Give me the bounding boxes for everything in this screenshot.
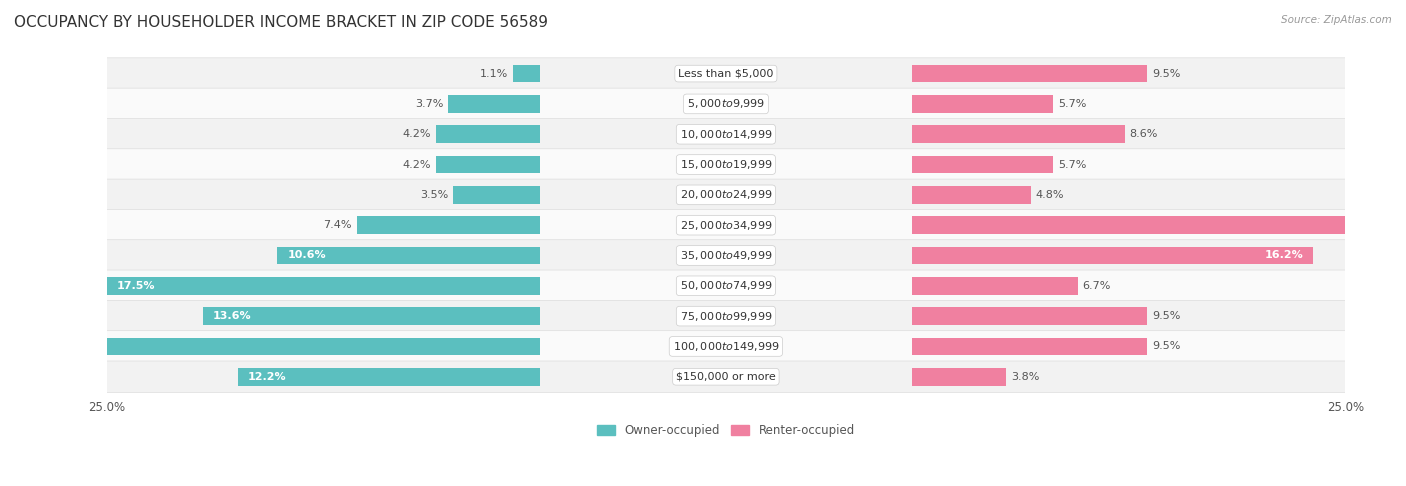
Text: 7.4%: 7.4% <box>323 220 352 230</box>
Text: $10,000 to $14,999: $10,000 to $14,999 <box>679 128 772 141</box>
Bar <box>911 186 1031 204</box>
Text: 6.7%: 6.7% <box>1083 281 1111 291</box>
Text: Source: ZipAtlas.com: Source: ZipAtlas.com <box>1281 15 1392 25</box>
Text: $20,000 to $24,999: $20,000 to $24,999 <box>679 189 772 201</box>
Text: 22.1%: 22.1% <box>3 342 41 351</box>
Text: $75,000 to $99,999: $75,000 to $99,999 <box>679 310 772 323</box>
Bar <box>911 156 1053 174</box>
FancyBboxPatch shape <box>105 361 1346 393</box>
Text: 3.5%: 3.5% <box>420 190 449 200</box>
Text: $5,000 to $9,999: $5,000 to $9,999 <box>686 97 765 110</box>
Text: 9.5%: 9.5% <box>1152 342 1181 351</box>
Text: $15,000 to $19,999: $15,000 to $19,999 <box>679 158 772 171</box>
Text: $25,000 to $34,999: $25,000 to $34,999 <box>679 219 772 232</box>
Bar <box>911 277 1077 295</box>
Bar <box>911 65 1147 83</box>
FancyBboxPatch shape <box>105 149 1346 180</box>
Text: 8.6%: 8.6% <box>1129 129 1159 139</box>
Bar <box>513 65 540 83</box>
Bar <box>911 95 1053 113</box>
Bar <box>202 307 540 325</box>
FancyBboxPatch shape <box>105 179 1346 210</box>
Text: 9.5%: 9.5% <box>1152 311 1181 321</box>
Text: 9.5%: 9.5% <box>1152 69 1181 79</box>
FancyBboxPatch shape <box>105 209 1346 241</box>
Legend: Owner-occupied, Renter-occupied: Owner-occupied, Renter-occupied <box>592 419 859 442</box>
FancyBboxPatch shape <box>105 330 1346 362</box>
Text: OCCUPANCY BY HOUSEHOLDER INCOME BRACKET IN ZIP CODE 56589: OCCUPANCY BY HOUSEHOLDER INCOME BRACKET … <box>14 15 548 30</box>
Text: $150,000 or more: $150,000 or more <box>676 372 776 382</box>
FancyBboxPatch shape <box>105 119 1346 150</box>
Text: $35,000 to $49,999: $35,000 to $49,999 <box>679 249 772 262</box>
Bar <box>107 277 540 295</box>
Text: 5.7%: 5.7% <box>1057 99 1087 109</box>
Text: 4.2%: 4.2% <box>402 159 432 170</box>
FancyBboxPatch shape <box>105 240 1346 271</box>
Bar <box>911 247 1313 264</box>
Bar <box>911 216 1406 234</box>
Text: 1.1%: 1.1% <box>479 69 508 79</box>
FancyBboxPatch shape <box>105 300 1346 332</box>
Bar <box>911 125 1125 143</box>
FancyBboxPatch shape <box>105 58 1346 89</box>
Text: 4.8%: 4.8% <box>1036 190 1064 200</box>
Bar <box>911 307 1147 325</box>
Text: 12.2%: 12.2% <box>247 372 287 382</box>
Bar <box>449 95 540 113</box>
Text: 3.8%: 3.8% <box>1011 372 1039 382</box>
Text: 20.0%: 20.0% <box>1358 220 1398 230</box>
Text: Less than $5,000: Less than $5,000 <box>678 69 773 79</box>
Text: 13.6%: 13.6% <box>214 311 252 321</box>
Bar <box>0 338 540 355</box>
Bar <box>436 156 540 174</box>
Bar <box>453 186 540 204</box>
Bar <box>911 338 1147 355</box>
Text: 10.6%: 10.6% <box>287 250 326 260</box>
Bar <box>357 216 540 234</box>
FancyBboxPatch shape <box>105 270 1346 302</box>
Bar <box>911 368 1005 385</box>
Bar <box>277 247 540 264</box>
Text: $100,000 to $149,999: $100,000 to $149,999 <box>672 340 779 353</box>
Text: 5.7%: 5.7% <box>1057 159 1087 170</box>
Text: 17.5%: 17.5% <box>117 281 155 291</box>
Text: 3.7%: 3.7% <box>415 99 443 109</box>
Bar <box>436 125 540 143</box>
FancyBboxPatch shape <box>105 88 1346 120</box>
Text: $50,000 to $74,999: $50,000 to $74,999 <box>679 279 772 292</box>
Bar <box>238 368 540 385</box>
Text: 16.2%: 16.2% <box>1264 250 1303 260</box>
Text: 4.2%: 4.2% <box>402 129 432 139</box>
